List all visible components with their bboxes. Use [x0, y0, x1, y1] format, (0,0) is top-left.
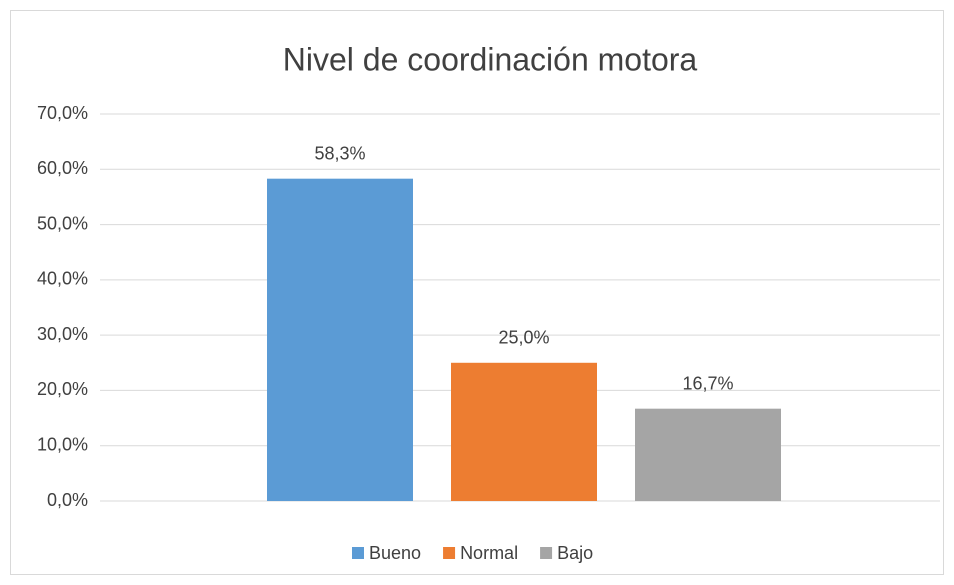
bar [267, 178, 413, 502]
y-tick-label: 20,0% [37, 379, 88, 399]
y-tick-label: 0,0% [47, 490, 88, 510]
bar [635, 408, 781, 501]
y-tick-label: 30,0% [37, 324, 88, 344]
y-tick-label: 40,0% [37, 269, 88, 289]
y-tick-label: 60,0% [37, 158, 88, 178]
y-tick-label: 50,0% [37, 213, 88, 233]
legend-swatch [540, 547, 553, 559]
legend-swatch [443, 547, 456, 559]
legend-label: Bajo [557, 543, 593, 563]
legend-label: Bueno [369, 543, 421, 563]
bar [451, 362, 597, 501]
data-label: 58,3% [314, 143, 365, 163]
data-label: 25,0% [498, 328, 549, 348]
y-tick-label: 70,0% [37, 103, 88, 123]
chart-title: Nivel de coordinación motora [283, 41, 698, 77]
data-label: 16,7% [682, 373, 733, 393]
legend-swatch [352, 547, 364, 559]
y-tick-label: 10,0% [37, 434, 88, 454]
legend-label: Normal [460, 543, 518, 563]
